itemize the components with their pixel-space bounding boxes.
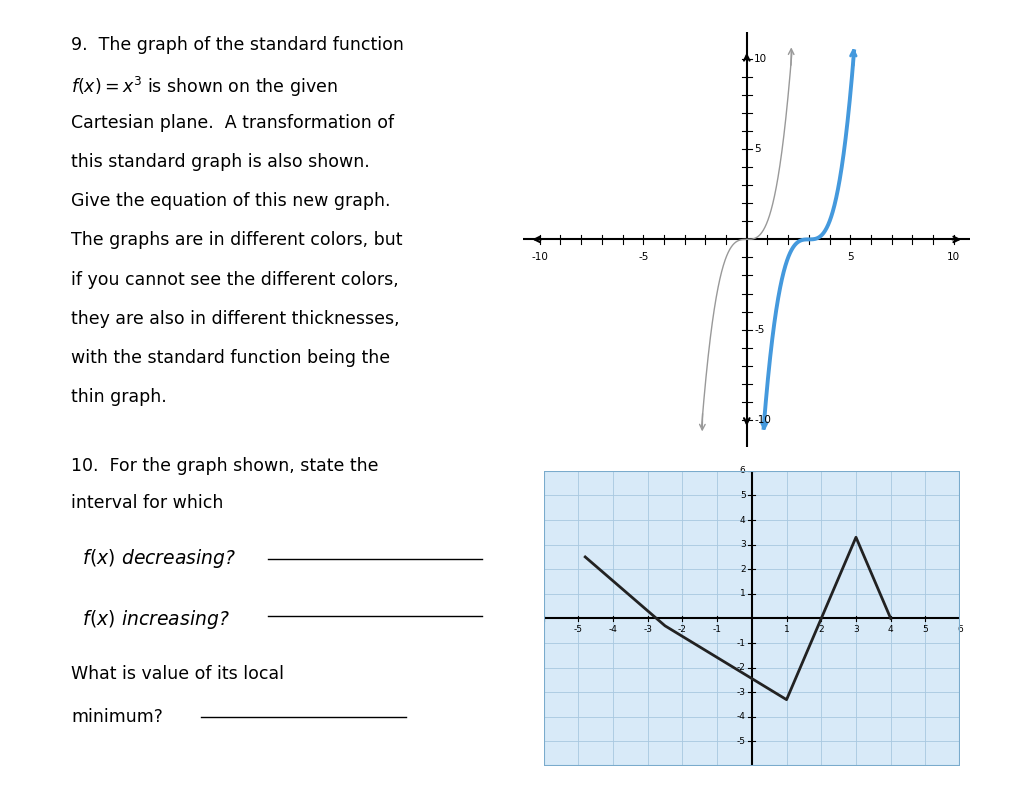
Text: -10: -10 (754, 415, 771, 425)
Text: interval for which: interval for which (71, 494, 224, 512)
Text: 10.  For the graph shown, state the: 10. For the graph shown, state the (71, 457, 379, 475)
Text: 4: 4 (740, 516, 746, 524)
Text: What is value of its local: What is value of its local (71, 665, 284, 683)
Text: Cartesian plane.  A transformation of: Cartesian plane. A transformation of (71, 114, 394, 132)
Text: 1: 1 (740, 590, 746, 598)
Text: 2: 2 (740, 565, 746, 574)
Text: -5: -5 (638, 252, 648, 262)
Text: -10: -10 (531, 252, 549, 262)
Text: minimum?: minimum? (71, 709, 163, 726)
Text: 6: 6 (957, 626, 963, 634)
Text: -5: -5 (737, 737, 746, 746)
Text: 5: 5 (740, 491, 746, 500)
Text: 3: 3 (853, 626, 859, 634)
Text: -2: -2 (737, 663, 746, 672)
Text: 5: 5 (754, 144, 761, 154)
Text: thin graph.: thin graph. (71, 388, 167, 406)
Text: -1: -1 (712, 626, 721, 634)
Text: 10: 10 (947, 252, 960, 262)
Text: -2: -2 (678, 626, 687, 634)
Text: 10: 10 (754, 54, 767, 64)
Text: 3: 3 (740, 540, 746, 549)
Text: -4: -4 (737, 713, 746, 721)
Text: The graphs are in different colors, but: The graphs are in different colors, but (71, 231, 402, 250)
Text: this standard graph is also shown.: this standard graph is also shown. (71, 153, 370, 172)
Text: 6: 6 (740, 466, 746, 476)
Text: $f(x)$ decreasing?: $f(x)$ decreasing? (71, 547, 236, 571)
Text: 2: 2 (819, 626, 824, 634)
Text: 1: 1 (783, 626, 789, 634)
Text: 4: 4 (888, 626, 893, 634)
Text: 9.  The graph of the standard function: 9. The graph of the standard function (71, 36, 404, 54)
Text: $f(x)$ increasing?: $f(x)$ increasing? (71, 608, 230, 630)
Text: they are also in different thicknesses,: they are also in different thicknesses, (71, 310, 399, 328)
Text: -5: -5 (574, 626, 583, 634)
Text: Give the equation of this new graph.: Give the equation of this new graph. (71, 192, 390, 211)
Text: $f(x) = x^3$ is shown on the given: $f(x) = x^3$ is shown on the given (71, 75, 337, 99)
Text: -3: -3 (643, 626, 652, 634)
Text: -3: -3 (737, 688, 746, 697)
Text: -4: -4 (609, 626, 618, 634)
Text: 5: 5 (923, 626, 929, 634)
Text: 5: 5 (847, 252, 853, 262)
Text: if you cannot see the different colors,: if you cannot see the different colors, (71, 271, 399, 289)
Text: with the standard function being the: with the standard function being the (71, 349, 390, 367)
Text: -5: -5 (754, 325, 764, 334)
Text: -1: -1 (737, 638, 746, 647)
